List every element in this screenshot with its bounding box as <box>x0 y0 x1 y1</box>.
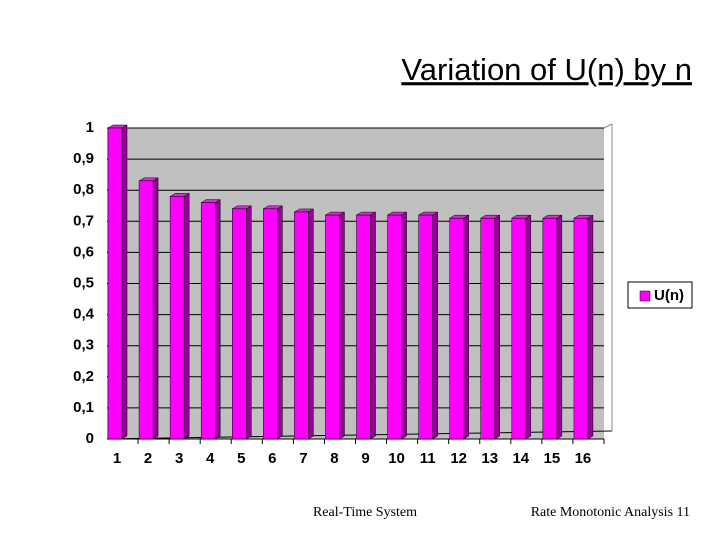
x-tick-label: 10 <box>388 450 405 467</box>
y-tick-label: 0,2 <box>73 368 94 385</box>
bar <box>449 217 464 440</box>
x-tick-label: 5 <box>237 450 245 467</box>
legend-box <box>627 281 693 309</box>
x-tick-label: 7 <box>299 450 307 467</box>
bar-side <box>277 205 283 440</box>
x-tick-label: 6 <box>268 450 276 467</box>
bar <box>232 208 247 440</box>
y-tick-label: 0,6 <box>73 243 94 260</box>
x-tick-label: 2 <box>144 450 152 467</box>
bar <box>480 217 495 440</box>
footer-left: Real-Time System <box>313 505 417 520</box>
bar-side <box>432 211 438 440</box>
bar <box>294 211 309 440</box>
bar-side <box>152 177 159 440</box>
legend-swatch <box>639 290 651 302</box>
bar-side <box>246 205 252 440</box>
bar <box>200 202 216 440</box>
bar <box>387 214 402 440</box>
y-tick-label: 0,8 <box>73 181 94 198</box>
y-tick-label: 0,7 <box>73 212 94 229</box>
bar <box>356 214 371 440</box>
bar-side <box>587 214 594 440</box>
x-tick-label: 1 <box>113 450 121 467</box>
bar <box>542 217 558 440</box>
bar-side <box>183 192 190 440</box>
y-tick-label: 1 <box>86 119 94 136</box>
x-tick-label: 3 <box>175 450 183 467</box>
x-tick-label: 11 <box>420 450 436 467</box>
bar <box>263 208 278 440</box>
bar <box>511 217 527 440</box>
footer-right: Rate Monotonic Analysis 11 <box>531 505 690 520</box>
bar-side <box>121 124 128 440</box>
x-tick-label: 4 <box>206 450 215 467</box>
bar <box>325 214 340 440</box>
y-tick-label: 0,3 <box>73 337 94 354</box>
bar-side <box>308 208 314 440</box>
bar-side <box>525 214 532 440</box>
bar-side <box>214 199 221 440</box>
legend-label: U(n) <box>654 287 684 304</box>
x-tick-label: 13 <box>481 450 498 467</box>
bar-side <box>370 211 376 440</box>
x-tick-label: 15 <box>544 450 561 467</box>
x-tick-label: 9 <box>361 450 369 467</box>
bar <box>138 180 154 440</box>
bar <box>418 214 433 440</box>
bar-side <box>463 214 469 440</box>
y-tick-label: 0,5 <box>73 274 94 291</box>
y-tick-label: 0 <box>86 430 94 447</box>
chart-title: Variation of U(n) by n <box>401 52 692 87</box>
x-tick-label: 12 <box>450 450 467 467</box>
bar-side <box>556 214 563 440</box>
x-tick-label: 8 <box>330 450 338 467</box>
bar-side <box>494 214 500 440</box>
bar-side <box>339 211 345 440</box>
wall-edge <box>603 123 613 129</box>
y-tick-label: 0,1 <box>73 399 94 416</box>
bar <box>169 196 185 440</box>
x-tick-label: 14 <box>512 450 529 467</box>
bar <box>573 217 589 440</box>
y-tick-label: 0,9 <box>73 150 94 167</box>
y-tick-label: 0,4 <box>73 306 95 323</box>
bar-side <box>401 211 407 440</box>
bar <box>107 127 123 440</box>
x-tick-label: 16 <box>575 450 592 467</box>
